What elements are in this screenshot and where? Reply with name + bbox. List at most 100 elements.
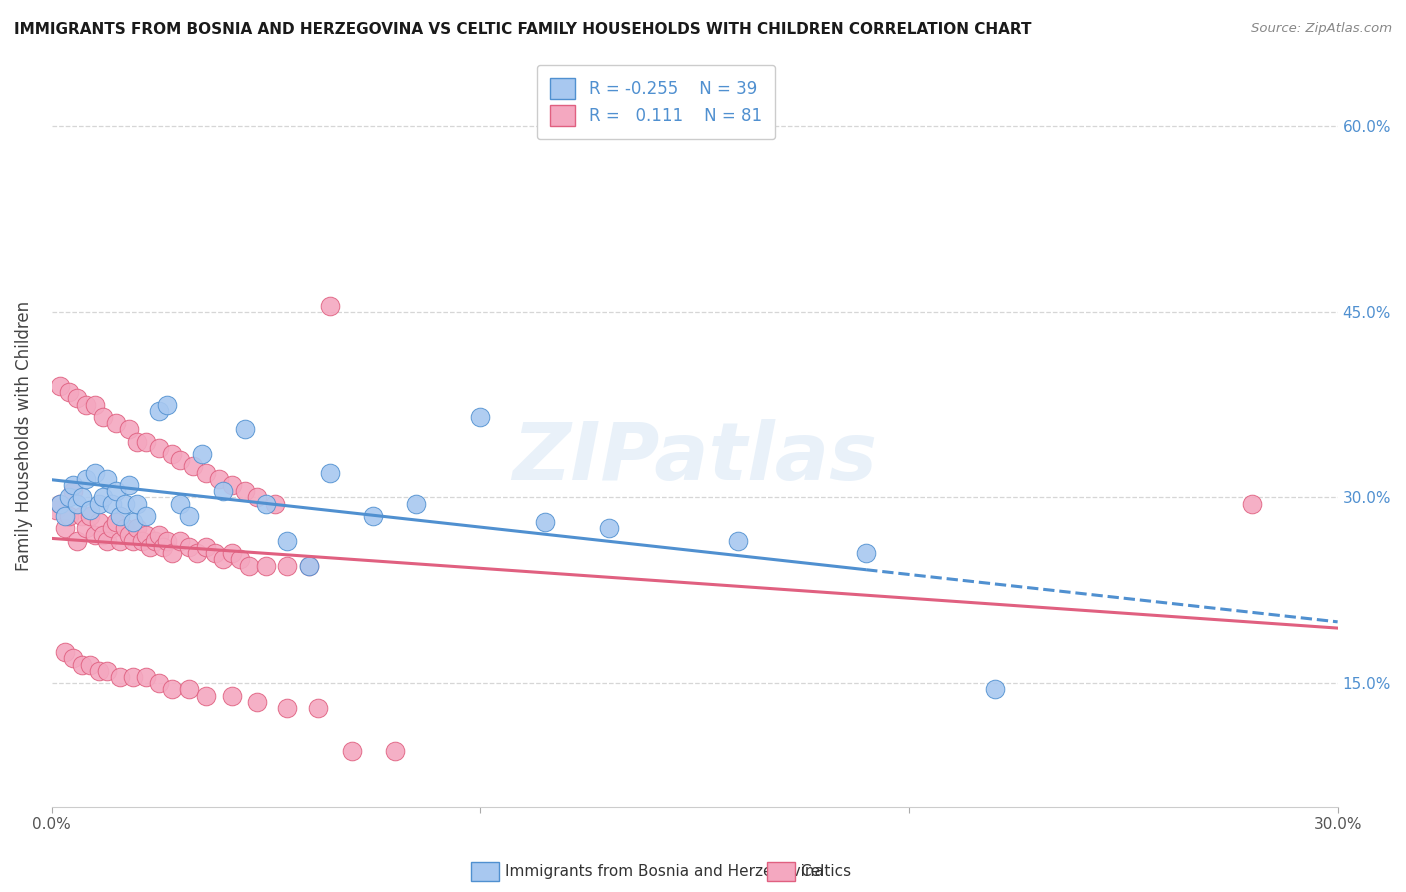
Point bbox=[204, 546, 226, 560]
Point bbox=[233, 484, 256, 499]
Point bbox=[114, 497, 136, 511]
Point bbox=[195, 540, 218, 554]
Point bbox=[66, 497, 89, 511]
Point bbox=[58, 508, 80, 523]
Point bbox=[340, 744, 363, 758]
Point bbox=[70, 508, 93, 523]
Point bbox=[87, 497, 110, 511]
Point bbox=[533, 515, 555, 529]
Point bbox=[53, 508, 76, 523]
Point bbox=[983, 682, 1005, 697]
Point bbox=[298, 558, 321, 573]
Point bbox=[62, 478, 84, 492]
Point bbox=[361, 508, 384, 523]
Point bbox=[1240, 497, 1263, 511]
Point bbox=[127, 521, 149, 535]
Point bbox=[70, 657, 93, 672]
Point bbox=[254, 497, 277, 511]
Point bbox=[238, 558, 260, 573]
Point bbox=[49, 379, 72, 393]
Point bbox=[45, 503, 67, 517]
Point bbox=[177, 508, 200, 523]
Point bbox=[79, 503, 101, 517]
Point bbox=[135, 508, 157, 523]
Point bbox=[96, 472, 118, 486]
Point bbox=[62, 484, 84, 499]
Point bbox=[233, 422, 256, 436]
Point bbox=[276, 558, 298, 573]
Point bbox=[53, 521, 76, 535]
Point bbox=[118, 527, 141, 541]
Point bbox=[83, 466, 105, 480]
Point bbox=[75, 472, 97, 486]
Point bbox=[177, 682, 200, 697]
Text: IMMIGRANTS FROM BOSNIA AND HERZEGOVINA VS CELTIC FAMILY HOUSEHOLDS WITH CHILDREN: IMMIGRANTS FROM BOSNIA AND HERZEGOVINA V… bbox=[14, 22, 1032, 37]
Point bbox=[384, 744, 406, 758]
Point bbox=[169, 453, 191, 467]
Point bbox=[160, 682, 183, 697]
Point bbox=[470, 409, 492, 424]
Point bbox=[221, 546, 243, 560]
Point bbox=[83, 527, 105, 541]
Point bbox=[91, 409, 114, 424]
Point bbox=[276, 701, 298, 715]
Point bbox=[100, 521, 122, 535]
Point bbox=[53, 645, 76, 659]
Point bbox=[298, 558, 321, 573]
Point bbox=[105, 416, 128, 430]
Point bbox=[148, 676, 170, 690]
Point bbox=[160, 546, 183, 560]
Point bbox=[177, 540, 200, 554]
Point bbox=[83, 398, 105, 412]
Point bbox=[110, 670, 132, 684]
Point bbox=[122, 670, 145, 684]
Point bbox=[49, 497, 72, 511]
Point bbox=[114, 521, 136, 535]
Point bbox=[195, 466, 218, 480]
Point bbox=[598, 521, 620, 535]
Point bbox=[62, 651, 84, 665]
Point bbox=[105, 515, 128, 529]
Text: Source: ZipAtlas.com: Source: ZipAtlas.com bbox=[1251, 22, 1392, 36]
Point bbox=[118, 422, 141, 436]
Point bbox=[263, 497, 285, 511]
Point bbox=[212, 552, 235, 566]
Point bbox=[131, 533, 153, 548]
Point bbox=[70, 491, 93, 505]
Point bbox=[246, 491, 269, 505]
Point bbox=[148, 527, 170, 541]
Point bbox=[91, 491, 114, 505]
Text: Immigrants from Bosnia and Herzegovina: Immigrants from Bosnia and Herzegovina bbox=[505, 864, 824, 879]
Point bbox=[246, 695, 269, 709]
Point bbox=[135, 527, 157, 541]
Point bbox=[122, 533, 145, 548]
Point bbox=[87, 515, 110, 529]
Point bbox=[276, 533, 298, 548]
Point bbox=[127, 497, 149, 511]
Point bbox=[221, 689, 243, 703]
Legend: R = -0.255    N = 39, R =   0.111    N = 81: R = -0.255 N = 39, R = 0.111 N = 81 bbox=[537, 65, 775, 139]
Point bbox=[855, 546, 877, 560]
Point bbox=[319, 299, 342, 313]
Point bbox=[156, 533, 179, 548]
Point bbox=[160, 447, 183, 461]
Point bbox=[49, 497, 72, 511]
Point bbox=[135, 670, 157, 684]
Point bbox=[66, 533, 89, 548]
Point bbox=[118, 478, 141, 492]
Point bbox=[319, 466, 342, 480]
Point bbox=[152, 540, 174, 554]
Point bbox=[195, 689, 218, 703]
Point bbox=[307, 701, 329, 715]
Text: Celtics: Celtics bbox=[800, 864, 852, 879]
Point bbox=[169, 497, 191, 511]
Point bbox=[727, 533, 749, 548]
Point bbox=[191, 447, 214, 461]
Point bbox=[208, 472, 231, 486]
Point bbox=[122, 515, 145, 529]
Point bbox=[181, 459, 204, 474]
Point bbox=[58, 385, 80, 400]
Point bbox=[58, 491, 80, 505]
Point bbox=[100, 497, 122, 511]
Y-axis label: Family Households with Children: Family Households with Children bbox=[15, 301, 32, 571]
